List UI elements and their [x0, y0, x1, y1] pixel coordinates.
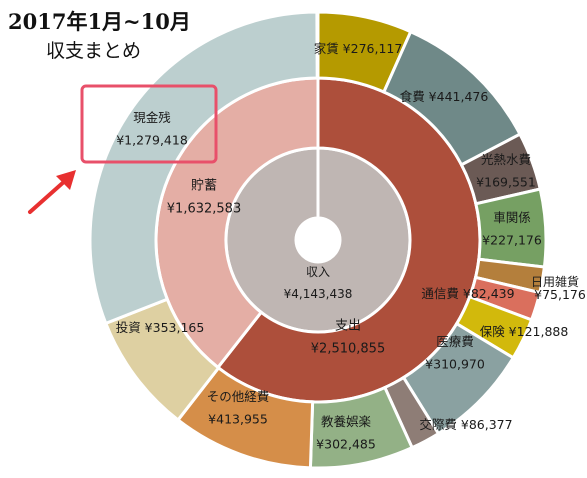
label-outer-1: 食費 ¥441,476 [400, 89, 489, 104]
arrow-head [56, 170, 76, 190]
arrow-shaft [28, 178, 68, 214]
label-outer-7: 医療費¥310,970 [425, 334, 485, 372]
label-middle-1: 貯蓄¥1,632,583 [167, 179, 241, 217]
label-middle-0: 支出¥2,510,855 [311, 319, 385, 357]
label-outer-2: 光熱水費¥169,551 [476, 152, 536, 190]
label-outer-8: 交際費 ¥86,377 [419, 417, 512, 432]
label-outer-4-name: 日用雑貨 [531, 274, 579, 289]
label-center-income: 収入¥4,143,438 [284, 265, 353, 301]
highlight-box [80, 84, 218, 164]
outer-segment-12 [88, 10, 319, 326]
label-outer-3: 車関係¥227,176 [482, 210, 542, 248]
label-outer-6: 保険 ¥121,888 [480, 324, 569, 339]
label-outer-10: その他経費¥413,955 [207, 389, 270, 427]
label-outer-12: 現金残¥1,279,418 [116, 110, 188, 148]
label-outer-0: 家賃 ¥276,117 [314, 41, 403, 56]
chart-title: 2017年1月~10月 [8, 9, 191, 34]
label-outer-11: 投資 ¥353,165 [116, 320, 205, 335]
outer-segment-3 [474, 187, 548, 269]
label-outer-5: 通信費 ¥82,439 [421, 286, 514, 301]
label-outer-4-value: ¥75,176 [534, 287, 586, 302]
chart-subtitle: 収支まとめ [46, 40, 142, 62]
label-outer-9: 教養娯楽¥302,485 [316, 414, 376, 452]
